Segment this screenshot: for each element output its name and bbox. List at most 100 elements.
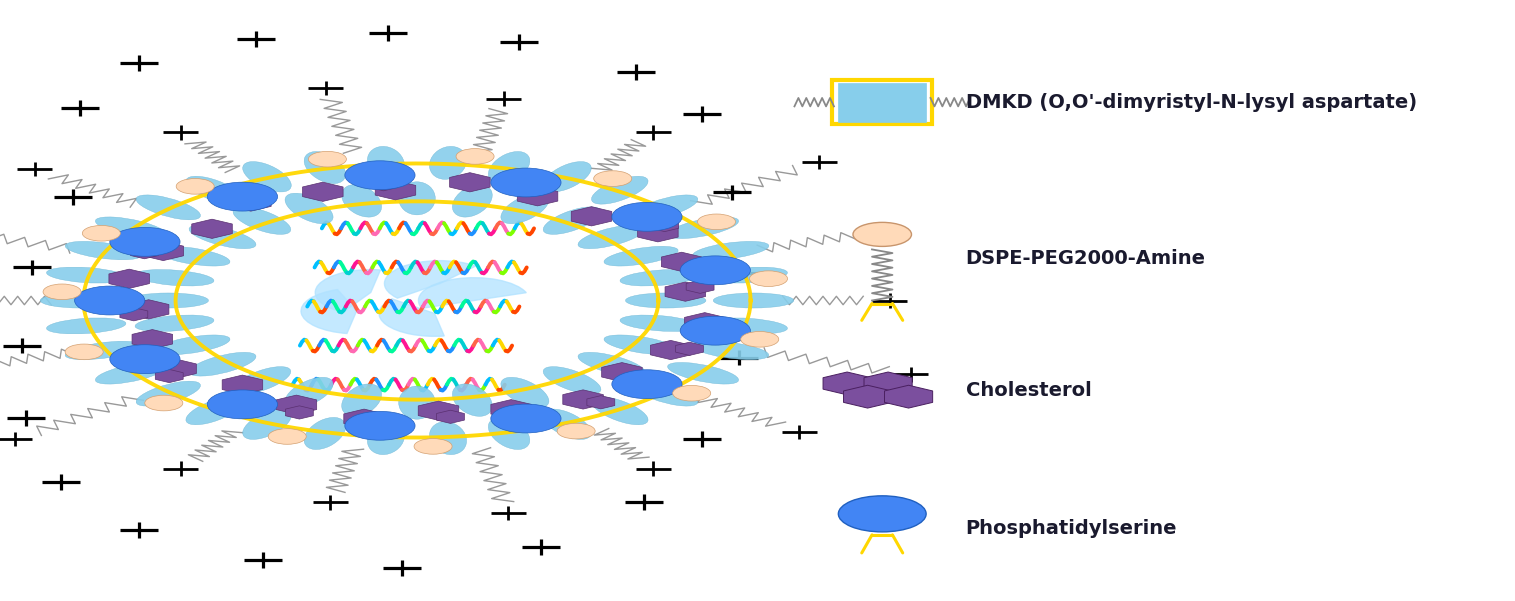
- Polygon shape: [885, 385, 933, 408]
- Polygon shape: [823, 372, 871, 395]
- Circle shape: [345, 411, 415, 440]
- Ellipse shape: [591, 176, 648, 204]
- Ellipse shape: [488, 418, 530, 450]
- Polygon shape: [662, 252, 701, 272]
- Polygon shape: [129, 300, 168, 319]
- Circle shape: [594, 171, 632, 186]
- Polygon shape: [586, 395, 615, 409]
- Ellipse shape: [242, 409, 291, 439]
- Ellipse shape: [65, 242, 141, 260]
- Ellipse shape: [708, 318, 788, 334]
- Polygon shape: [223, 375, 262, 394]
- Ellipse shape: [692, 341, 768, 359]
- Ellipse shape: [398, 386, 435, 419]
- Polygon shape: [156, 359, 197, 379]
- Polygon shape: [521, 182, 548, 195]
- Ellipse shape: [47, 267, 126, 283]
- Polygon shape: [285, 406, 314, 419]
- Ellipse shape: [189, 352, 256, 376]
- Circle shape: [680, 316, 750, 345]
- Polygon shape: [132, 329, 173, 349]
- Ellipse shape: [189, 225, 256, 249]
- Circle shape: [65, 344, 103, 359]
- Ellipse shape: [135, 315, 214, 331]
- Circle shape: [741, 332, 779, 347]
- Polygon shape: [303, 182, 342, 201]
- Ellipse shape: [626, 293, 706, 308]
- Circle shape: [74, 286, 145, 315]
- Polygon shape: [562, 390, 603, 409]
- Ellipse shape: [708, 267, 788, 283]
- Polygon shape: [638, 222, 679, 242]
- Ellipse shape: [285, 193, 333, 224]
- Polygon shape: [571, 207, 612, 226]
- Ellipse shape: [542, 409, 591, 439]
- Ellipse shape: [591, 397, 648, 425]
- Circle shape: [750, 271, 788, 287]
- Polygon shape: [601, 362, 642, 382]
- Polygon shape: [676, 342, 703, 355]
- Ellipse shape: [668, 362, 739, 384]
- FancyBboxPatch shape: [838, 82, 926, 121]
- Ellipse shape: [579, 352, 645, 376]
- Circle shape: [208, 390, 277, 419]
- Ellipse shape: [544, 367, 601, 394]
- Ellipse shape: [501, 193, 548, 224]
- Polygon shape: [665, 282, 706, 301]
- Ellipse shape: [186, 176, 242, 204]
- Ellipse shape: [305, 418, 345, 450]
- Ellipse shape: [342, 384, 382, 416]
- Circle shape: [491, 404, 561, 433]
- Ellipse shape: [542, 162, 591, 192]
- Ellipse shape: [544, 207, 601, 234]
- Polygon shape: [491, 400, 532, 419]
- Circle shape: [456, 148, 494, 164]
- Circle shape: [82, 225, 120, 241]
- Text: DSPE-PEG2000-Amine: DSPE-PEG2000-Amine: [965, 249, 1206, 268]
- Wedge shape: [301, 290, 356, 334]
- Polygon shape: [436, 410, 465, 424]
- Polygon shape: [192, 219, 232, 239]
- Ellipse shape: [429, 422, 467, 454]
- Circle shape: [208, 182, 277, 211]
- Circle shape: [109, 345, 180, 374]
- Polygon shape: [450, 172, 491, 192]
- Ellipse shape: [95, 217, 167, 239]
- Ellipse shape: [47, 318, 126, 334]
- Polygon shape: [120, 308, 148, 321]
- Ellipse shape: [41, 293, 121, 308]
- Circle shape: [838, 496, 926, 532]
- Ellipse shape: [242, 162, 291, 192]
- Circle shape: [491, 168, 561, 197]
- Circle shape: [309, 151, 347, 167]
- Circle shape: [680, 256, 750, 285]
- Ellipse shape: [398, 182, 435, 215]
- Polygon shape: [685, 313, 726, 332]
- Ellipse shape: [136, 381, 200, 406]
- Ellipse shape: [453, 384, 492, 416]
- Polygon shape: [418, 401, 459, 420]
- Ellipse shape: [604, 246, 679, 266]
- Ellipse shape: [156, 246, 230, 266]
- Ellipse shape: [367, 147, 405, 179]
- Ellipse shape: [285, 377, 333, 408]
- Text: Phosphatidylserine: Phosphatidylserine: [965, 519, 1177, 538]
- Circle shape: [853, 222, 912, 246]
- Circle shape: [673, 385, 711, 401]
- Polygon shape: [651, 218, 679, 231]
- Polygon shape: [686, 280, 714, 293]
- Polygon shape: [276, 395, 317, 414]
- Ellipse shape: [342, 185, 382, 217]
- Polygon shape: [142, 242, 183, 261]
- Ellipse shape: [488, 151, 530, 183]
- Wedge shape: [379, 299, 444, 337]
- Ellipse shape: [233, 367, 291, 394]
- Polygon shape: [864, 372, 912, 395]
- Circle shape: [414, 439, 451, 454]
- Circle shape: [345, 161, 415, 190]
- Ellipse shape: [620, 315, 698, 331]
- Wedge shape: [315, 270, 380, 313]
- Circle shape: [176, 178, 214, 194]
- Circle shape: [42, 284, 82, 300]
- Wedge shape: [418, 278, 526, 308]
